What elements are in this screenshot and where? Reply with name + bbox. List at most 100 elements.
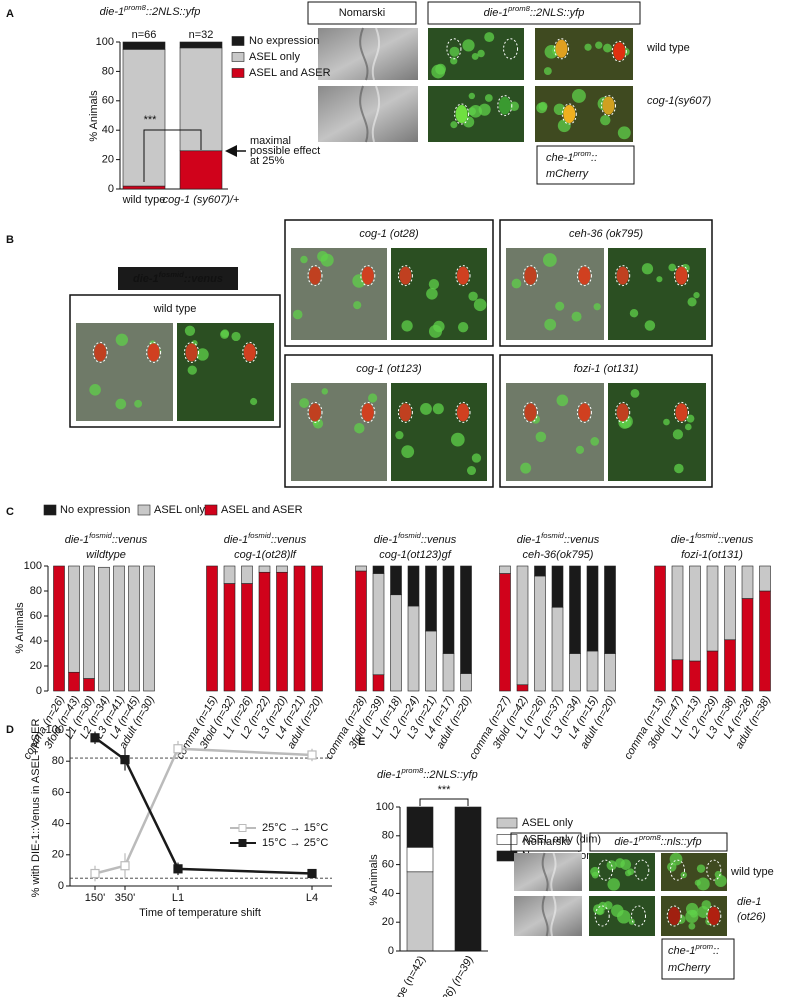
cell-outline [598,859,613,881]
y-tick-label: 100 [46,724,64,736]
y-tick-label: 60 [102,95,114,107]
cell [597,907,605,915]
cell-marked [309,266,321,285]
bar-segment [98,566,110,692]
cell [593,303,601,311]
y-tick-label: 0 [108,183,114,195]
text-part: die-1 [374,534,398,546]
marker [90,733,100,743]
reporter-label: die-1fosmid::venus [133,270,223,285]
legend-swatch [231,36,245,46]
legend-label: ASEL and ASER [221,504,303,516]
micrograph-detail [359,85,369,143]
text-part: ::2NLS::yfp [423,769,477,781]
cell-marked [578,266,591,285]
legend-swatch [231,52,245,62]
bar-segment [706,565,719,652]
bar-segment [586,650,599,692]
cell [509,101,519,112]
cell-marked [613,42,626,61]
y-tick-label: 80 [102,65,114,77]
cell [449,46,460,57]
legend-label: ASEL only [249,51,300,63]
bar-segment [372,674,385,692]
bar-segment [741,598,754,692]
bar-segment [223,583,236,692]
bar-segment [516,684,529,692]
bar-segment [759,565,771,592]
cell [184,325,196,336]
n-label: n=66 [132,29,157,41]
bar-segment [68,565,80,673]
bar-segment [586,565,599,652]
cell-outline [307,401,323,423]
cell [468,291,478,301]
cell-outline [706,859,722,881]
cell-outline [670,859,685,881]
x-tick-label: 350' [115,892,135,904]
text-part: ::venus [564,534,600,546]
cell [353,301,362,310]
cell [220,330,229,339]
cell [395,431,404,440]
frame [499,354,713,488]
cell [467,107,476,116]
cell [571,311,582,322]
cell-marked [243,343,256,362]
image-title: ceh-36 (ok795) [569,228,643,240]
y-tick-label: 0 [58,880,64,892]
bar-segment [442,565,455,654]
annotation: at 25% [250,155,284,167]
cell [250,397,258,406]
cell [575,445,585,454]
marker [173,864,183,874]
significance: *** [144,114,158,126]
y-tick-label: 80 [52,755,64,767]
cell-outline [615,265,631,287]
cell-outline [397,401,413,423]
text-part: ::venus [421,534,457,546]
cell [89,384,101,396]
cell-marked [555,39,568,58]
significance: *** [438,784,452,796]
frame [284,219,494,347]
cell [686,414,695,423]
cell [696,864,706,873]
text-part: die-1 [671,534,695,546]
frame [661,938,735,980]
marker [173,744,183,754]
text-part: ::2NLS::yfp [146,6,200,18]
frame [499,219,713,347]
image-title: cog-1 (ot28) [359,228,419,240]
y-tick-label: 60 [30,610,42,622]
superscript: prom8 [507,4,531,13]
reporter-label: mCherry [546,168,590,180]
cell-outline [666,905,682,927]
bar-segment [551,606,564,692]
text-part: die-1 [65,534,89,546]
legend-label: ASEL only [522,817,573,829]
text-part: che-1 [546,152,574,164]
cell [317,250,328,262]
bar-segment [460,673,472,692]
bar-segment [68,671,80,692]
facet-title: die-1fosmid::venus [671,531,754,546]
cell-marked [602,96,615,115]
text-part: die-1 [484,7,508,19]
cell-marked [361,403,374,422]
bar-segment [569,565,581,654]
cell-marked [616,403,629,422]
cell [627,868,635,876]
image-header: die-1prom8::2NLS::yfp [484,4,585,19]
bar-segment [724,639,736,692]
cell [694,879,701,886]
cell [620,859,632,870]
image-header: die-1prom8::nls::yfp [614,833,701,848]
text-part: ::2NLS::yfp [530,7,584,19]
facet-title: cog-1(ot28)lf [234,549,297,561]
text-part: che-1 [668,945,696,957]
cell [428,324,443,338]
y-tick-label: 40 [382,887,394,899]
cell [595,41,603,49]
